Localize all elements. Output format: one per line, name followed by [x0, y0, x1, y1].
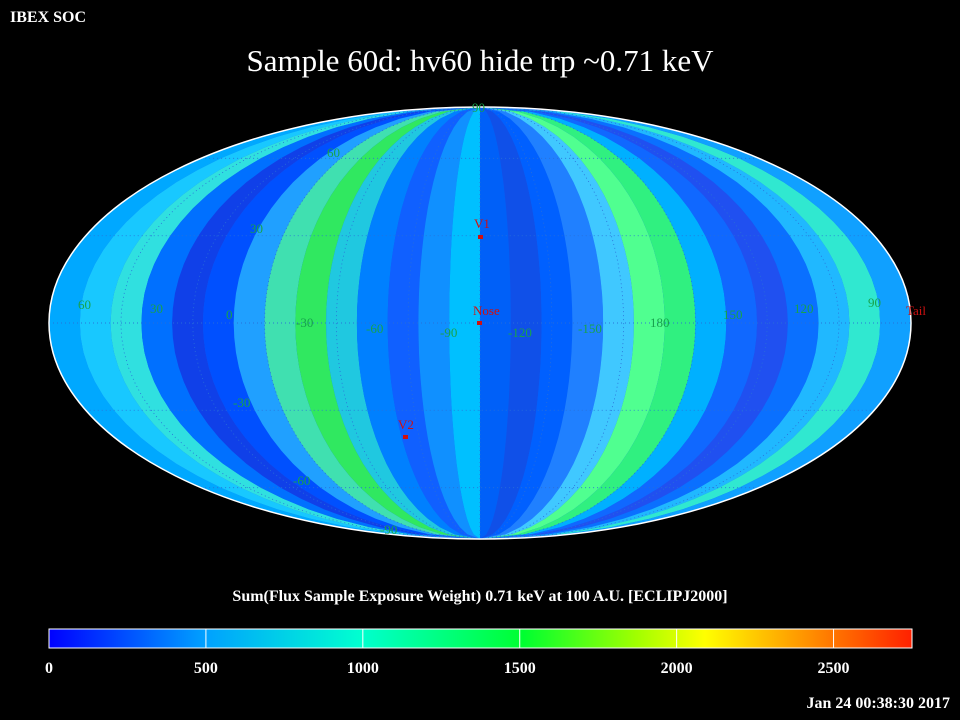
lon-label-150: 150	[723, 307, 743, 322]
lat-label-neg30: -30	[233, 395, 250, 410]
lon-label-90: 90	[868, 295, 881, 310]
grid-meridian	[479, 107, 840, 539]
lon-label-neg30: -30	[296, 315, 313, 330]
lat-label-neg60: -60	[293, 473, 310, 488]
lon-label-neg60: -60	[366, 321, 383, 336]
colorbar-title: Sum(Flux Sample Exposure Weight) 0.71 ke…	[232, 588, 728, 605]
grid-meridian	[335, 107, 481, 539]
marker-tail-label: Tail	[906, 303, 926, 318]
marker-nose-label: Nose	[473, 303, 500, 318]
lat-label-90: 90	[472, 100, 485, 115]
marker-v2	[403, 435, 408, 439]
lon-label-60: 60	[78, 297, 91, 312]
map-band	[480, 107, 511, 539]
map-band	[480, 107, 665, 539]
map-band	[480, 107, 696, 539]
longitude-labels: 60 30 0 -30 -60 -90 -120 -150 180 150 12…	[78, 295, 881, 340]
colorbar-tick-label: 2000	[660, 660, 693, 677]
org-label: IBEX SOC	[10, 9, 87, 26]
map-band	[387, 107, 480, 539]
latitude-labels: 60 30 -30 -60 -90 90	[233, 100, 485, 537]
colorbar	[48, 628, 913, 649]
grid-meridian	[120, 107, 481, 539]
map-band	[480, 107, 634, 539]
lon-label-120: 120	[794, 301, 814, 316]
map-band	[326, 107, 480, 539]
map-band	[480, 107, 604, 539]
map-band	[449, 107, 480, 539]
grid-meridian	[479, 107, 625, 539]
page-title: Sample 60d: hv60 hide trp ~0.71 keV	[246, 43, 714, 78]
lat-label-30: 30	[250, 221, 263, 236]
lon-label-30: 30	[150, 301, 163, 316]
colorbar-tick-label: 0	[45, 660, 53, 677]
lat-label-neg90: -90	[380, 522, 397, 537]
marker-v1	[478, 235, 483, 239]
map-border	[48, 106, 912, 540]
marker-nose	[477, 321, 482, 325]
grid-meridian	[479, 107, 553, 539]
colorbar-tick-label: 1500	[503, 660, 536, 677]
lon-label-neg150: -150	[578, 321, 602, 336]
markers: V1 Nose V2 Tail	[398, 216, 926, 439]
map-band	[295, 107, 480, 539]
marker-v1-label: V1	[474, 216, 490, 231]
lat-label-60: 60	[327, 145, 340, 160]
map-band	[480, 107, 573, 539]
lon-label-0: 0	[226, 307, 233, 322]
colorbar-tick-label: 500	[193, 660, 218, 677]
marker-v2-label: V2	[398, 417, 414, 432]
lon-label-180: 180	[650, 315, 670, 330]
lon-label-neg120: -120	[508, 325, 532, 340]
colorbar-tick-label: 1000	[346, 660, 379, 677]
map-band	[356, 107, 480, 539]
lon-label-neg90: -90	[440, 325, 457, 340]
timestamp: Jan 24 00:38:30 2017	[806, 695, 950, 712]
colorbar-tick-label: 2500	[817, 660, 850, 677]
map-band	[264, 107, 480, 539]
map-band	[480, 107, 542, 539]
grid-meridian	[407, 107, 481, 539]
